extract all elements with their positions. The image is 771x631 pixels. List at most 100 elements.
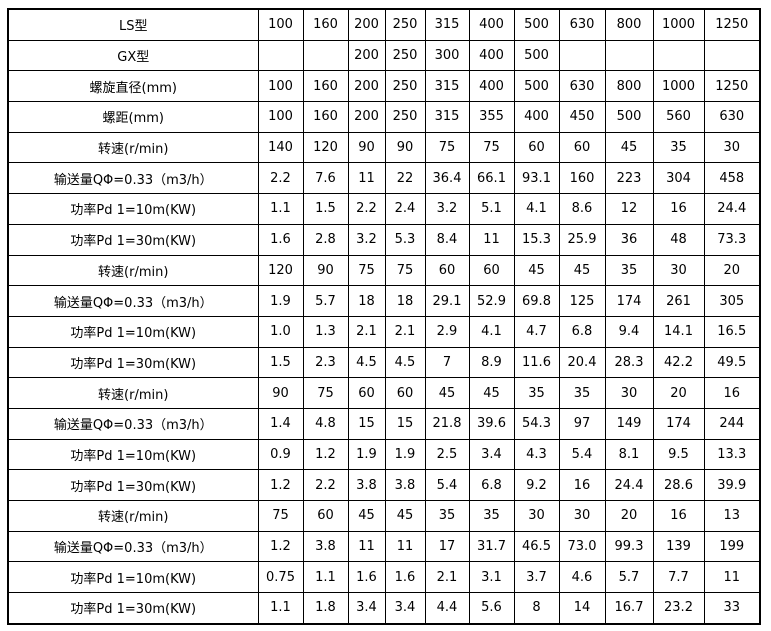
value-cell: 1.0 (257, 315, 304, 348)
value-cell: 8.4 (424, 223, 470, 256)
value-cell: 500 (513, 39, 560, 72)
value-cell: 14.1 (652, 315, 705, 348)
value-cell: 261 (652, 285, 705, 317)
value-cell: 66.1 (468, 162, 515, 195)
value-cell: 30 (703, 131, 761, 164)
value-cell: 174 (652, 407, 705, 440)
value-cell: 4.6 (558, 561, 606, 594)
value-cell: 400 (468, 8, 515, 41)
value-cell: 75 (468, 131, 515, 164)
value-cell: 100 (257, 8, 304, 41)
value-cell: 60 (347, 377, 386, 409)
value-cell: 48 (652, 223, 705, 256)
value-cell: 139 (652, 530, 705, 563)
value-cell: 1.5 (302, 193, 349, 225)
table-row: 功率Pd 1=10m(KW) 0.9 1.2 1.9 1.9 2.5 3.4 4.3 5.4 8.… (7, 438, 761, 471)
value-cell: 1.1 (257, 193, 304, 225)
value-cell (604, 39, 654, 72)
value-cell: 11 (468, 223, 515, 256)
value-cell: 1.9 (384, 438, 426, 471)
value-cell: 15 (347, 407, 386, 440)
value-cell: 45 (558, 254, 606, 287)
value-cell: 1250 (703, 8, 761, 41)
value-cell: 305 (703, 285, 761, 317)
value-cell: 1000 (652, 70, 705, 103)
value-cell: 3.4 (347, 592, 386, 625)
value-cell: 5.4 (558, 438, 606, 471)
value-cell: 90 (347, 131, 386, 164)
row-label: 转速(r/min) (7, 254, 259, 287)
value-cell: 4.3 (513, 438, 560, 471)
table-row: GX型 200 250 300 400 500 (7, 39, 761, 72)
value-cell: 75 (384, 254, 426, 287)
value-cell: 140 (257, 131, 304, 164)
row-label: 螺旋直径(mm) (7, 70, 259, 103)
value-cell: 35 (652, 131, 705, 164)
value-cell: 75 (347, 254, 386, 287)
value-cell: 4.5 (384, 346, 426, 379)
value-cell: 45 (604, 131, 654, 164)
value-cell: 1.5 (257, 346, 304, 379)
value-cell: 35 (468, 500, 515, 532)
value-cell: 16 (558, 469, 606, 501)
row-label: 功率Pd 1=30m(KW) (7, 346, 259, 379)
row-label: 输送量QΦ=0.33（m3/h） (7, 530, 259, 563)
value-cell: 3.7 (513, 561, 560, 594)
value-cell: 73.3 (703, 223, 761, 256)
value-cell: 16 (652, 500, 705, 532)
value-cell: 60 (558, 131, 606, 164)
value-cell: 39.9 (703, 469, 761, 501)
value-cell: 2.8 (302, 223, 349, 256)
row-label: 功率Pd 1=10m(KW) (7, 315, 259, 348)
value-cell: 31.7 (468, 530, 515, 563)
value-cell: 5.7 (302, 285, 349, 317)
value-cell: 100 (257, 70, 304, 103)
value-cell: 90 (384, 131, 426, 164)
value-cell: 120 (257, 254, 304, 287)
value-cell: 2.9 (424, 315, 470, 348)
value-cell: 8.1 (604, 438, 654, 471)
value-cell: 75 (302, 377, 349, 409)
value-cell: 355 (468, 101, 515, 133)
table-row: 输送量QΦ=0.33（m3/h） 1.4 4.8 15 15 21.8 39.6 54.3 97… (7, 407, 761, 440)
value-cell: 4.1 (513, 193, 560, 225)
value-cell: 18 (347, 285, 386, 317)
value-cell: 46.5 (513, 530, 560, 563)
table-row: 功率Pd 1=10m(KW) 1.0 1.3 2.1 2.1 2.9 4.1 4.7 6.8 9.… (7, 315, 761, 348)
value-cell: 1.9 (347, 438, 386, 471)
value-cell: 18 (384, 285, 426, 317)
value-cell: 4.7 (513, 315, 560, 348)
value-cell: 174 (604, 285, 654, 317)
value-cell: 17 (424, 530, 470, 563)
row-label: 输送量QΦ=0.33（m3/h） (7, 285, 259, 317)
value-cell: 35 (558, 377, 606, 409)
value-cell: 3.2 (347, 223, 386, 256)
value-cell: 0.75 (257, 561, 304, 594)
value-cell: 200 (347, 70, 386, 103)
value-cell: 2.2 (257, 162, 304, 195)
value-cell: 36 (604, 223, 654, 256)
value-cell: 45 (347, 500, 386, 532)
value-cell: 28.6 (652, 469, 705, 501)
value-cell: 199 (703, 530, 761, 563)
value-cell: 20 (652, 377, 705, 409)
value-cell: 12 (604, 193, 654, 225)
value-cell: 16.7 (604, 592, 654, 625)
row-label: 功率Pd 1=30m(KW) (7, 592, 259, 625)
value-cell: 24.4 (703, 193, 761, 225)
value-cell: 75 (424, 131, 470, 164)
value-cell: 1.6 (384, 561, 426, 594)
row-label: 转速(r/min) (7, 500, 259, 532)
value-cell: 42.2 (652, 346, 705, 379)
value-cell: 200 (347, 8, 386, 41)
value-cell (302, 39, 349, 72)
value-cell: 0.9 (257, 438, 304, 471)
row-label: 输送量QΦ=0.33（m3/h） (7, 407, 259, 440)
table-row: 功率Pd 1=30m(KW) 1.6 2.8 3.2 5.3 8.4 11 15.3 25.9 3… (7, 223, 761, 256)
value-cell: 7.7 (652, 561, 705, 594)
value-cell: 4.5 (347, 346, 386, 379)
value-cell: 23.2 (652, 592, 705, 625)
value-cell: 1.3 (302, 315, 349, 348)
table-row: 输送量QΦ=0.33（m3/h） 1.2 3.8 11 11 17 31.7 46.5 73.0… (7, 530, 761, 563)
value-cell: 8.9 (468, 346, 515, 379)
